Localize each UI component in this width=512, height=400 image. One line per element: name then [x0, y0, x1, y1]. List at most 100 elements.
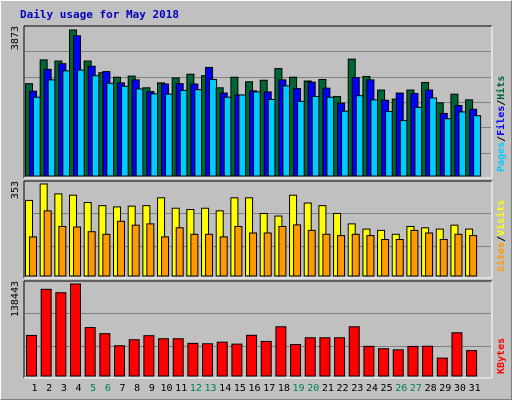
kbytes-bar-day-26: [392, 349, 404, 377]
day-label-9: 9: [149, 383, 155, 394]
pages-bar-day-31: [473, 115, 482, 177]
day-label-28: 28: [425, 383, 437, 394]
hits-max-label: 3873: [10, 26, 21, 50]
pages-bar-day-12: [194, 89, 203, 177]
sites-bar-day-13: [205, 233, 214, 277]
sites-bar-day-19: [293, 224, 302, 277]
kbytes-bar-day-18: [275, 326, 287, 377]
pages-bar-day-8: [135, 88, 144, 177]
sites-bar-day-14: [219, 236, 228, 277]
kbytes-bar-day-7: [114, 345, 126, 377]
day-label-24: 24: [366, 383, 378, 394]
visits-max-label: 353: [10, 181, 21, 199]
kbytes-bar-day-3: [55, 292, 67, 377]
kbytes-legend-part-0: KBytes: [496, 338, 507, 374]
kbytes-bar-day-8: [128, 339, 140, 377]
day-label-31: 31: [469, 383, 481, 394]
day-label-4: 4: [75, 383, 81, 394]
kbytes-bar-day-25: [378, 348, 390, 377]
kbytes-bar-day-4: [70, 283, 82, 377]
day-label-6: 6: [105, 383, 111, 394]
pages-bar-day-4: [77, 69, 86, 177]
kbytes-bar-day-2: [40, 288, 52, 377]
sites-bar-day-4: [73, 226, 82, 277]
day-label-22: 22: [337, 383, 349, 394]
sites-bar-day-28: [425, 232, 434, 277]
day-label-5: 5: [90, 383, 96, 394]
sites-bar-day-2: [43, 210, 52, 277]
sites-bar-day-11: [175, 227, 184, 277]
day-label-30: 30: [454, 383, 466, 394]
kbytes-bar-day-16: [246, 334, 258, 377]
kbytes-bar-day-9: [143, 335, 155, 377]
hits-legend-part-2: Files: [495, 106, 507, 136]
kbytes-legend: KBytes: [496, 338, 507, 374]
sites-bar-day-3: [58, 225, 67, 277]
sites-bar-day-6: [102, 233, 111, 277]
kbytes-bar-day-15: [231, 343, 243, 377]
sites-bar-day-16: [249, 232, 258, 277]
kbytes-bar-day-12: [187, 342, 199, 377]
day-label-3: 3: [61, 383, 67, 394]
sites-bar-day-9: [146, 223, 155, 277]
hits-legend-part-0: Pages: [496, 142, 507, 172]
kbytes-bar-day-31: [466, 350, 478, 377]
sites-bar-day-30: [454, 233, 463, 277]
pages-bar-day-23: [355, 95, 364, 177]
sites-bar-day-20: [307, 229, 316, 277]
pages-bar-day-18: [282, 85, 291, 177]
sites-bar-day-15: [234, 225, 243, 277]
pages-bar-day-16: [253, 91, 262, 177]
sites-bar-day-27: [410, 229, 419, 277]
pages-bar-day-17: [267, 98, 276, 177]
pages-bar-day-27: [414, 106, 423, 177]
sites-bar-day-1: [29, 236, 37, 277]
pages-bar-day-29: [443, 118, 452, 177]
day-label-15: 15: [234, 383, 246, 394]
sites-bar-day-22: [337, 235, 346, 277]
pages-bar-day-2: [47, 79, 56, 177]
pages-bar-day-28: [429, 97, 438, 177]
sites-bar-day-31: [469, 235, 478, 277]
pages-bar-day-26: [399, 120, 408, 177]
day-label-25: 25: [381, 383, 393, 394]
visits-legend-part-1: /: [496, 236, 507, 242]
sites-bar-day-8: [131, 224, 140, 277]
pages-bar-day-19: [297, 100, 306, 177]
kbytes-bar-day-20: [304, 337, 316, 377]
kbytes-bar-day-21: [319, 337, 331, 377]
sites-bar-day-5: [87, 231, 96, 277]
pages-bar-day-25: [385, 111, 394, 177]
hits-legend-part-3: /: [496, 100, 507, 106]
visits-legend-part-0: Sites: [495, 242, 507, 272]
kbytes-bar-day-10: [158, 338, 170, 377]
day-label-20: 20: [307, 383, 319, 394]
pages-bar-day-5: [91, 75, 100, 177]
pages-bar-day-3: [62, 70, 71, 177]
sites-bar-day-21: [322, 233, 331, 277]
day-label-8: 8: [134, 383, 140, 394]
hits-legend-part-1: /: [496, 136, 507, 142]
kbytes-bar-day-14: [216, 341, 228, 377]
day-label-13: 13: [205, 383, 217, 394]
hits-legend: Pages/Files/Hits: [495, 76, 507, 172]
day-label-27: 27: [410, 383, 422, 394]
kbytes-bar-day-17: [260, 340, 272, 377]
pages-bar-day-13: [209, 78, 218, 177]
kbytes-bar-day-24: [363, 345, 375, 377]
pages-bar-day-1: [33, 96, 41, 177]
pages-bar-day-6: [106, 82, 115, 177]
sites-bar-day-24: [366, 235, 375, 277]
pages-bar-day-30: [458, 111, 467, 177]
day-label-17: 17: [263, 383, 275, 394]
kbytes-bar-day-13: [202, 343, 214, 377]
day-label-29: 29: [439, 383, 451, 394]
visits-legend: Sites/Visits: [495, 200, 507, 272]
sites-bar-day-23: [351, 233, 360, 277]
kbytes-bar-day-22: [334, 337, 346, 377]
kbytes-bar-day-27: [407, 345, 419, 377]
day-label-19: 19: [293, 383, 305, 394]
kbytes-bar-day-23: [348, 326, 360, 377]
day-label-1: 1: [31, 383, 37, 394]
